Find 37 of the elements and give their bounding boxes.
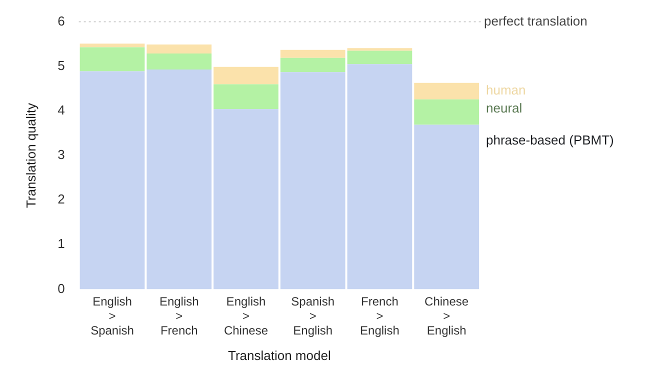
bar: [414, 124, 479, 290]
series-label: neural: [486, 100, 522, 116]
y-tick-label: 2: [58, 192, 65, 207]
bar: [347, 50, 412, 64]
bar: [280, 50, 346, 58]
x-tick-label: French > English: [360, 294, 400, 338]
x-tick-label: Spanish > English: [291, 294, 335, 338]
bar: [146, 44, 212, 54]
y-tick-label: 0: [58, 280, 65, 296]
bar: [146, 53, 212, 70]
bar: [414, 99, 479, 125]
bar: [80, 71, 145, 290]
bar: [280, 72, 346, 290]
bar: [214, 109, 278, 290]
x-tick-label: English > French: [159, 294, 199, 338]
bar: [80, 47, 145, 72]
bar: [214, 84, 278, 110]
bar: [146, 69, 212, 290]
bar: [80, 44, 145, 48]
bar: [414, 82, 479, 100]
series-label: phrase-based (PBMT): [486, 132, 614, 148]
y-tick-label: 3: [58, 147, 65, 162]
y-tick-label: 1: [58, 236, 65, 252]
bar: [347, 64, 412, 290]
y-axis-title: Translation quality: [23, 102, 38, 208]
x-tick-label: English > Chinese: [224, 294, 268, 338]
bar: [347, 48, 412, 51]
bar: [214, 66, 278, 84]
x-axis-title: Translation model: [228, 348, 331, 363]
x-tick-label: Chinese > English: [424, 294, 469, 338]
x-tick-label: English > Spanish: [90, 294, 134, 338]
y-tick-label: 6: [58, 13, 65, 28]
series-label: human: [486, 82, 526, 98]
y-tick-label: 4: [58, 102, 65, 118]
y-tick-label: 5: [58, 58, 65, 73]
ref-line-label: perfect translation: [484, 13, 588, 28]
bar: [280, 58, 346, 72]
